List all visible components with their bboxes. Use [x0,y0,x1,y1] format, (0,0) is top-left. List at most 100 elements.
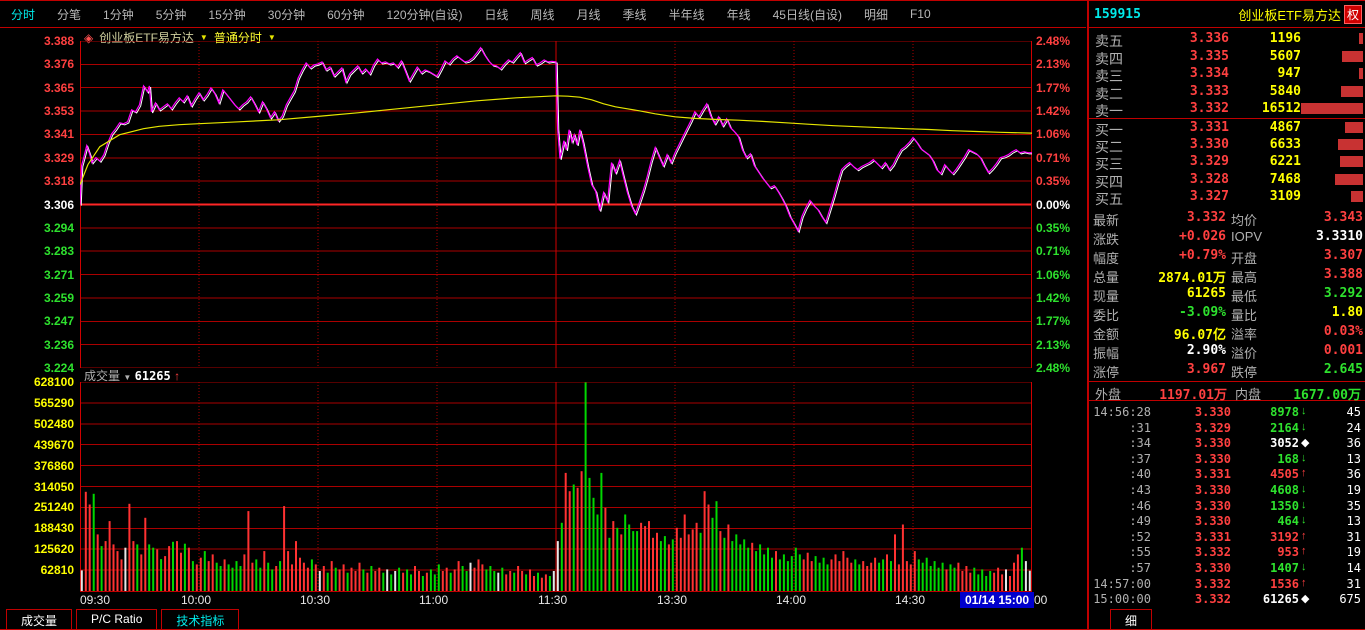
order-volume-bar [1335,173,1363,185]
tick-time: :55 [1129,545,1151,560]
inner-volume-value: 1677.00万 [1293,388,1361,403]
menu-item-2[interactable]: 分笔 [57,7,82,22]
info-label: 溢率 [1231,327,1258,342]
price-axis-label: 3.306 [43,197,74,212]
order-book-row[interactable]: 买一 3.331 4867 [1089,118,1365,138]
order-price[interactable]: 3.336 [1189,31,1229,46]
menu-item-10[interactable]: 周线 [530,7,555,22]
order-price[interactable]: 3.335 [1189,48,1229,64]
period-menu: 分时 分笔 1分钟 5分钟 15分钟 30分钟 60分钟 120分钟(自设) 日线 周线 月线 季线 半… [0,1,1086,28]
pct-axis-label: 0.35% [1036,220,1071,235]
menu-item-15[interactable]: 45日线(自设) [772,7,842,22]
order-price[interactable]: 3.329 [1189,154,1229,170]
menu-item-4[interactable]: 5分钟 [155,7,187,22]
menu-item-1[interactable]: 分时 [11,7,36,22]
time-axis-label: 11:30 [538,593,568,607]
volume-current-value: 61265 [134,369,171,383]
tick-volume: 464 [1277,514,1299,529]
info-label: 跌停 [1231,365,1258,380]
chevron-down-icon[interactable]: ▼ [267,33,276,42]
order-volume: 16512 [1261,101,1301,117]
tick-volume: 1407 [1270,561,1299,575]
tick-row: :43 3.330 4608 ↓ 19 [1089,482,1365,498]
pct-axis-label: 1.42% [1036,290,1071,305]
order-volume: 3109 [1269,189,1301,205]
info-value: 2.645 [1323,362,1363,377]
tab-detail[interactable]: 细 [1110,609,1153,629]
tick-count: 36 [1346,467,1361,482]
pct-axis-label: 0.71% [1036,150,1071,165]
tick-row: 15:00:00 3.332 61265 ◆ 675 [1089,591,1365,607]
down-arrow-icon: ↓ [1301,514,1307,527]
order-volume-bar [1338,138,1363,150]
order-book-row[interactable]: 买三 3.329 6221 [1089,153,1365,172]
order-price[interactable]: 3.332 [1189,101,1229,117]
menu-item-8[interactable]: 120分钟(自设) [386,7,463,22]
tick-volume: 1536 [1270,576,1299,591]
menu-item-12[interactable]: 季线 [622,7,647,22]
menu-item-11[interactable]: 月线 [576,7,601,22]
order-price[interactable]: 3.333 [1189,83,1229,99]
order-book-row[interactable]: 卖二 3.333 5840 [1089,83,1365,102]
price-axis-label: 3.247 [43,314,74,329]
menu-item-6[interactable]: 30分钟 [267,7,306,22]
menu-item-3[interactable]: 1分钟 [103,7,134,22]
order-price[interactable]: 3.327 [1189,189,1229,205]
price-axis-label: 3.329 [43,150,74,165]
tab-indicators[interactable]: 技术指标 [161,609,240,629]
order-price[interactable]: 3.328 [1189,171,1229,187]
time-axis-label: 14:30 [895,593,926,607]
tab-pc-ratio[interactable]: P/C Ratio [76,609,158,629]
info-value: 61265 [1186,286,1226,301]
price-axis-label: 3.259 [43,290,74,305]
info-value: 3.332 [1186,210,1226,225]
outer-inner-volume: 外盘 1197.01万 内盘 1677.00万 [1089,381,1365,403]
time-axis-label: 10:30 [300,593,331,607]
quote-header: 159915 创业板ETF易方达 权 [1089,1,1365,28]
info-label: 最高 [1231,270,1258,285]
menu-item-9[interactable]: 日线 [484,7,509,22]
order-book-row[interactable]: 卖四 3.335 5607 [1089,48,1365,67]
info-label: 均价 [1231,213,1258,228]
tick-time: 14:57:00 [1093,576,1151,591]
volume-label[interactable]: 成交量 [84,369,121,383]
menu-item-17[interactable]: F10 [909,7,931,21]
menu-item-7[interactable]: 60分钟 [327,7,365,22]
menu-item-13[interactable]: 半年线 [668,7,705,22]
up-arrow-icon: ↑ [1301,576,1307,589]
order-volume: 5840 [1269,83,1301,99]
menu-item-5[interactable]: 15分钟 [208,7,246,22]
info-row: 振幅 2.90% 溢价 0.001 [1089,341,1365,361]
time-axis-label: 11:00 [419,593,449,607]
info-label: 最低 [1231,289,1258,304]
order-book-row[interactable]: 买五 3.327 3109 [1089,188,1365,207]
info-label: 现量 [1093,289,1120,304]
menu-item-16[interactable]: 明细 [863,7,888,22]
volume-chart[interactable] [80,382,1032,592]
chevron-down-icon[interactable]: ▼ [199,33,208,42]
price-chart[interactable] [80,41,1032,368]
tick-price: 3.331 [1194,467,1231,482]
up-arrow-icon: ↑ [1301,545,1307,558]
order-book-row[interactable]: 卖三 3.334 947 [1089,65,1365,84]
info-value: 3.307 [1323,248,1363,263]
order-book-row[interactable]: 卖五 3.336 1196 [1089,30,1365,49]
price-axis-label: 3.236 [43,337,74,352]
order-book-row[interactable]: 买四 3.328 7468 [1089,171,1365,190]
tab-volume[interactable]: 成交量 [6,609,73,629]
pct-axis-label: 1.42% [1036,104,1071,119]
order-price[interactable]: 3.331 [1189,120,1229,135]
order-volume-bar [1345,122,1363,133]
chevron-down-icon[interactable]: ▼ [123,373,132,382]
pct-axis-label: 2.13% [1036,337,1071,352]
info-label: 溢价 [1231,346,1258,361]
order-book-row[interactable]: 买二 3.330 6633 [1089,136,1365,155]
tick-time: :57 [1129,561,1151,575]
datetime-box[interactable]: 01/14 15:00 [960,592,1035,608]
tick-count: 36 [1346,436,1361,451]
order-price[interactable]: 3.334 [1189,66,1229,82]
rights-badge[interactable]: 权 [1343,4,1362,24]
order-price[interactable]: 3.330 [1189,136,1229,152]
menu-item-14[interactable]: 年线 [726,7,751,22]
order-book-row[interactable]: 卖一 3.332 16512 [1089,100,1365,119]
